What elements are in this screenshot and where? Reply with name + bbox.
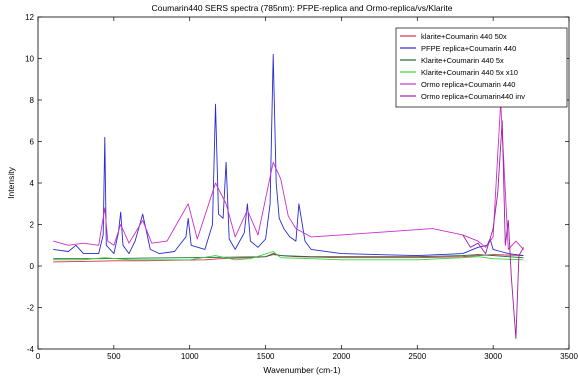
legend-label: Klarite+Coumarin 440 5x — [421, 56, 504, 65]
x-tick-label: 2500 — [408, 352, 426, 361]
plot-area — [53, 53, 524, 340]
x-tick-label: 0 — [36, 352, 41, 361]
series-line-3 — [53, 253, 524, 260]
chart-title: Coumarin440 SERS spectra (785nm): PFPE-r… — [152, 3, 453, 13]
x-axis-label: Wavenumber (cm-1) — [263, 365, 340, 375]
legend: klarite+Coumarin 440 50x PFPE replica+Cou… — [395, 27, 568, 108]
legend-box — [395, 27, 568, 108]
y-tick-label: -2 — [27, 304, 35, 313]
y-tick-label: 0 — [30, 262, 35, 271]
series-line-2 — [53, 53, 524, 257]
y-axis-label: Intensity — [6, 166, 16, 198]
y-tick-label: 2 — [30, 221, 35, 230]
y-tick-label: 12 — [25, 13, 34, 22]
legend-label: Ormo replica+Coumarin 440 — [421, 80, 515, 89]
x-tick-label: 1000 — [181, 352, 199, 361]
x-tick-label: 3500 — [560, 352, 578, 361]
legend-label: Klarite+Coumarin 440 5x x10 — [421, 68, 518, 77]
x-tick-label: 3000 — [484, 352, 502, 361]
y-tick-label: -4 — [27, 345, 35, 354]
y-tick-label: 10 — [25, 55, 34, 64]
legend-label: PFPE replica+Coumarin 440 — [421, 44, 516, 53]
legend-label: klarite+Coumarin 440 50x — [421, 32, 507, 41]
x-tick-label: 2000 — [333, 352, 351, 361]
axis-ticks: 0 500 1000 1500 2000 2500 3000 3500 -4 -2 0 2 4 6 8 10 1… — [25, 13, 578, 361]
series-line-5 — [53, 101, 524, 250]
x-tick-label: 1500 — [257, 352, 275, 361]
series-line-4 — [53, 251, 524, 261]
y-tick-label: 4 — [30, 179, 35, 188]
y-tick-label: 8 — [30, 96, 35, 105]
x-tick-label: 500 — [107, 352, 121, 361]
y-tick-label: 6 — [30, 138, 35, 147]
legend-label: Ormo replica+Coumarin440 inv — [421, 92, 525, 101]
series-line-6 — [462, 120, 524, 340]
